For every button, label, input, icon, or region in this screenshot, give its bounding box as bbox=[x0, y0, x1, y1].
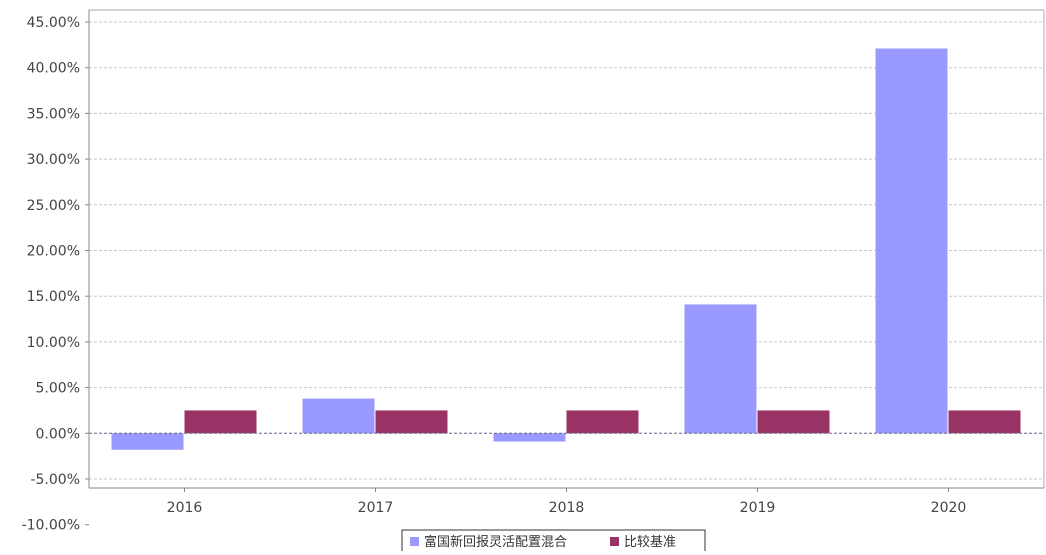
y-tick-label: 30.00% bbox=[27, 152, 80, 168]
legend-swatch-benchmark bbox=[610, 537, 619, 546]
fund-bar bbox=[493, 433, 566, 442]
y-tick-label: 20.00% bbox=[27, 244, 80, 260]
legend-label-fund: 富国新回报灵活配置混合 bbox=[424, 534, 567, 550]
y-tick-label: -10.00% bbox=[22, 518, 80, 534]
benchmark-bar bbox=[566, 410, 639, 434]
axes bbox=[85, 9, 1045, 526]
x-tick-label: 2020 bbox=[931, 500, 967, 516]
y-tick-label: 15.00% bbox=[27, 289, 80, 305]
benchmark-bar bbox=[948, 410, 1021, 434]
legend-label-benchmark: 比较基准 bbox=[624, 535, 676, 550]
bars bbox=[111, 48, 1021, 450]
y-tick-label: 5.00% bbox=[36, 381, 80, 397]
y-tick-label: 10.00% bbox=[27, 335, 80, 351]
tick-labels: 45.00% 40.00% 35.00% 30.00% 25.00% 20.00% 15.0… bbox=[22, 15, 967, 534]
fund-bar bbox=[302, 398, 375, 434]
y-tick-label: 0.00% bbox=[36, 426, 80, 442]
legend: 富国新回报灵活配置混合 比较基准 bbox=[401, 529, 706, 553]
fund-bar bbox=[875, 48, 948, 434]
y-tick-label: 25.00% bbox=[27, 198, 80, 214]
y-tick-label: 45.00% bbox=[27, 15, 80, 31]
fund-bar bbox=[111, 433, 184, 450]
y-tick-label: 40.00% bbox=[27, 61, 80, 77]
fund-bar bbox=[684, 304, 757, 434]
y-tick-label: -5.00% bbox=[30, 472, 80, 488]
benchmark-bar bbox=[184, 410, 257, 434]
x-tick-label: 2018 bbox=[549, 500, 585, 516]
benchmark-bar bbox=[375, 410, 448, 434]
y-tick-label: 35.00% bbox=[27, 106, 80, 122]
benchmark-bar bbox=[757, 410, 830, 434]
legend-swatch-fund bbox=[410, 537, 419, 546]
x-tick-label: 2016 bbox=[167, 500, 203, 516]
x-tick-label: 2017 bbox=[358, 500, 394, 516]
x-tick-label: 2019 bbox=[740, 500, 776, 516]
